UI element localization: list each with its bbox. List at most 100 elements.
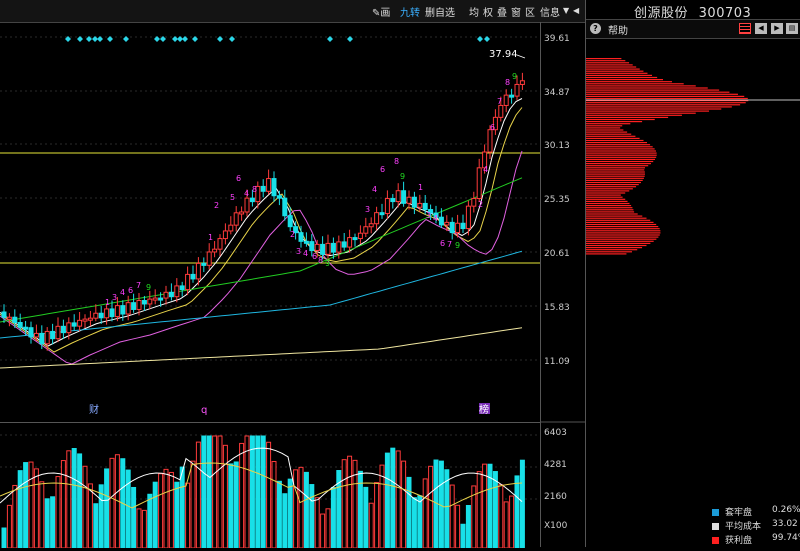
toolbar-range[interactable]: 区	[525, 8, 535, 19]
legend-swatch-trapped	[712, 509, 719, 516]
chip-bar	[586, 238, 657, 240]
countdown-digit: 7	[136, 281, 141, 290]
candle-body	[282, 197, 288, 217]
volume-bar	[152, 481, 158, 548]
chip-bar	[586, 76, 658, 79]
volume-bar	[222, 444, 228, 548]
event-marker-rank[interactable]: 榜	[479, 403, 489, 416]
chip-bars	[586, 58, 800, 255]
toolbar-draw[interactable]: ✎画	[372, 8, 391, 19]
candle-body	[492, 116, 498, 131]
return-icon[interactable]: ◀	[573, 6, 580, 15]
candle-body	[395, 190, 401, 203]
candle-body	[260, 185, 266, 192]
chip-bar	[586, 104, 741, 106]
toolbar-jiuzhuan[interactable]: 九转	[400, 8, 420, 19]
chip-bar	[586, 110, 710, 112]
chip-bar	[586, 95, 745, 97]
candle-body	[39, 332, 45, 345]
help-link[interactable]: 帮助	[608, 26, 628, 37]
candle-body	[276, 195, 282, 199]
menu-icon[interactable]: ▤	[786, 23, 798, 34]
chip-bar	[586, 97, 748, 100]
volume-bar	[217, 435, 223, 548]
candle-body	[352, 237, 358, 241]
price-tick: 34.87	[544, 88, 570, 98]
volume-bar	[368, 502, 374, 548]
signal-diamond	[107, 36, 113, 42]
countdown-digit: 3	[365, 205, 370, 214]
volume-bar	[449, 484, 455, 548]
volume-bar	[77, 453, 83, 548]
volume-bar	[212, 435, 218, 548]
volume-bar	[93, 503, 99, 548]
dropdown-icon[interactable]: ▼	[563, 6, 570, 15]
info-icon[interactable]: ?	[590, 23, 601, 34]
price-grid	[0, 36, 540, 361]
volume-bar	[303, 471, 309, 548]
candle-body	[293, 226, 299, 234]
toolbar-window[interactable]: 窗	[511, 8, 521, 19]
candle-body	[368, 223, 374, 228]
chip-bar	[586, 207, 633, 209]
candle-body	[17, 321, 23, 328]
candle-body	[341, 241, 347, 248]
event-marker-finance[interactable]: 财	[89, 403, 99, 416]
volume-bar	[136, 508, 142, 548]
volume-bar	[309, 484, 315, 548]
volume-bar	[104, 468, 110, 548]
volume-bar	[514, 475, 520, 548]
event-marker-rank-bg	[479, 403, 490, 414]
volume-bar	[503, 501, 509, 548]
chip-bar	[586, 188, 633, 190]
volume-chart[interactable]	[0, 422, 540, 548]
countdown-digit: 4	[120, 288, 125, 297]
countdown-digit: 9	[146, 283, 151, 292]
volume-bar	[498, 484, 504, 548]
signal-diamond	[172, 36, 178, 42]
profile-chart-icon[interactable]	[739, 23, 751, 34]
volume-bar	[168, 471, 174, 548]
toolbar-average[interactable]: 均	[469, 8, 479, 19]
ma-blue	[0, 250, 523, 339]
candle-body	[465, 205, 471, 230]
volume-bar	[428, 465, 434, 548]
candle-body	[428, 209, 434, 214]
back-icon[interactable]: ◀	[755, 23, 767, 34]
forward-icon[interactable]: ▶	[771, 23, 783, 34]
chip-bar	[586, 60, 626, 62]
chip-bar	[586, 156, 657, 158]
countdown-digit: 6	[312, 252, 317, 261]
chip-bar	[586, 62, 630, 64]
countdown-digit: 9	[512, 72, 517, 81]
chip-bar	[586, 144, 651, 146]
signal-diamond	[217, 36, 223, 42]
chip-bar	[586, 194, 621, 196]
candle-body	[438, 216, 444, 226]
chip-bar	[586, 196, 623, 198]
legend-swatch-profit	[712, 537, 719, 544]
stock-name: 创源股份	[634, 6, 689, 21]
candle-body	[320, 243, 326, 255]
toolbar-remove-watchlist[interactable]: 删自选	[425, 8, 455, 19]
countdown-digit: 5	[230, 193, 235, 202]
volume-bar	[287, 478, 293, 548]
signal-diamond	[327, 36, 333, 42]
signal-diamond	[154, 36, 160, 42]
volume-unit: X100	[544, 521, 568, 531]
candle-body	[23, 326, 29, 330]
chip-bar	[586, 102, 746, 104]
toolbar-rights[interactable]: 权	[483, 8, 493, 19]
volume-bar	[271, 461, 277, 548]
price-annotation: 37.94	[489, 49, 518, 60]
toolbar-info[interactable]: 信息	[540, 8, 560, 19]
countdown-digit: 2	[214, 201, 219, 210]
chip-bar	[586, 148, 655, 150]
event-marker-q[interactable]: q	[201, 405, 207, 416]
candle-body	[244, 197, 250, 213]
candle-body	[433, 212, 439, 218]
toolbar-overlay[interactable]: 叠	[497, 8, 507, 19]
candle-body	[476, 167, 482, 200]
volume-tick: 4281	[544, 460, 567, 470]
